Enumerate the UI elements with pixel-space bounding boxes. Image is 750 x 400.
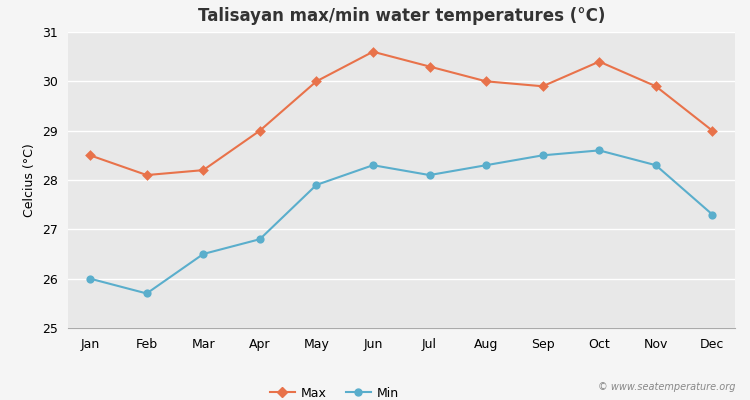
- Point: [537, 152, 549, 158]
- Legend: Max, Min: Max, Min: [265, 382, 404, 400]
- Point: [310, 182, 322, 188]
- Title: Talisayan max/min water temperatures (°C): Talisayan max/min water temperatures (°C…: [197, 7, 605, 25]
- Point: [254, 236, 266, 242]
- Point: [141, 290, 153, 297]
- Y-axis label: Celcius (°C): Celcius (°C): [23, 143, 36, 217]
- Point: [706, 128, 718, 134]
- Point: [367, 162, 379, 168]
- Point: [367, 48, 379, 55]
- Point: [593, 58, 605, 65]
- Point: [593, 147, 605, 154]
- Point: [84, 276, 96, 282]
- Point: [310, 78, 322, 84]
- Point: [706, 211, 718, 218]
- Point: [537, 83, 549, 90]
- Point: [84, 152, 96, 158]
- Point: [197, 167, 209, 173]
- Point: [480, 162, 492, 168]
- Text: © www.seatemperature.org: © www.seatemperature.org: [598, 382, 735, 392]
- Point: [424, 172, 436, 178]
- Point: [480, 78, 492, 84]
- Point: [650, 83, 662, 90]
- Point: [254, 128, 266, 134]
- Point: [141, 172, 153, 178]
- Point: [197, 251, 209, 257]
- Point: [424, 63, 436, 70]
- Point: [650, 162, 662, 168]
